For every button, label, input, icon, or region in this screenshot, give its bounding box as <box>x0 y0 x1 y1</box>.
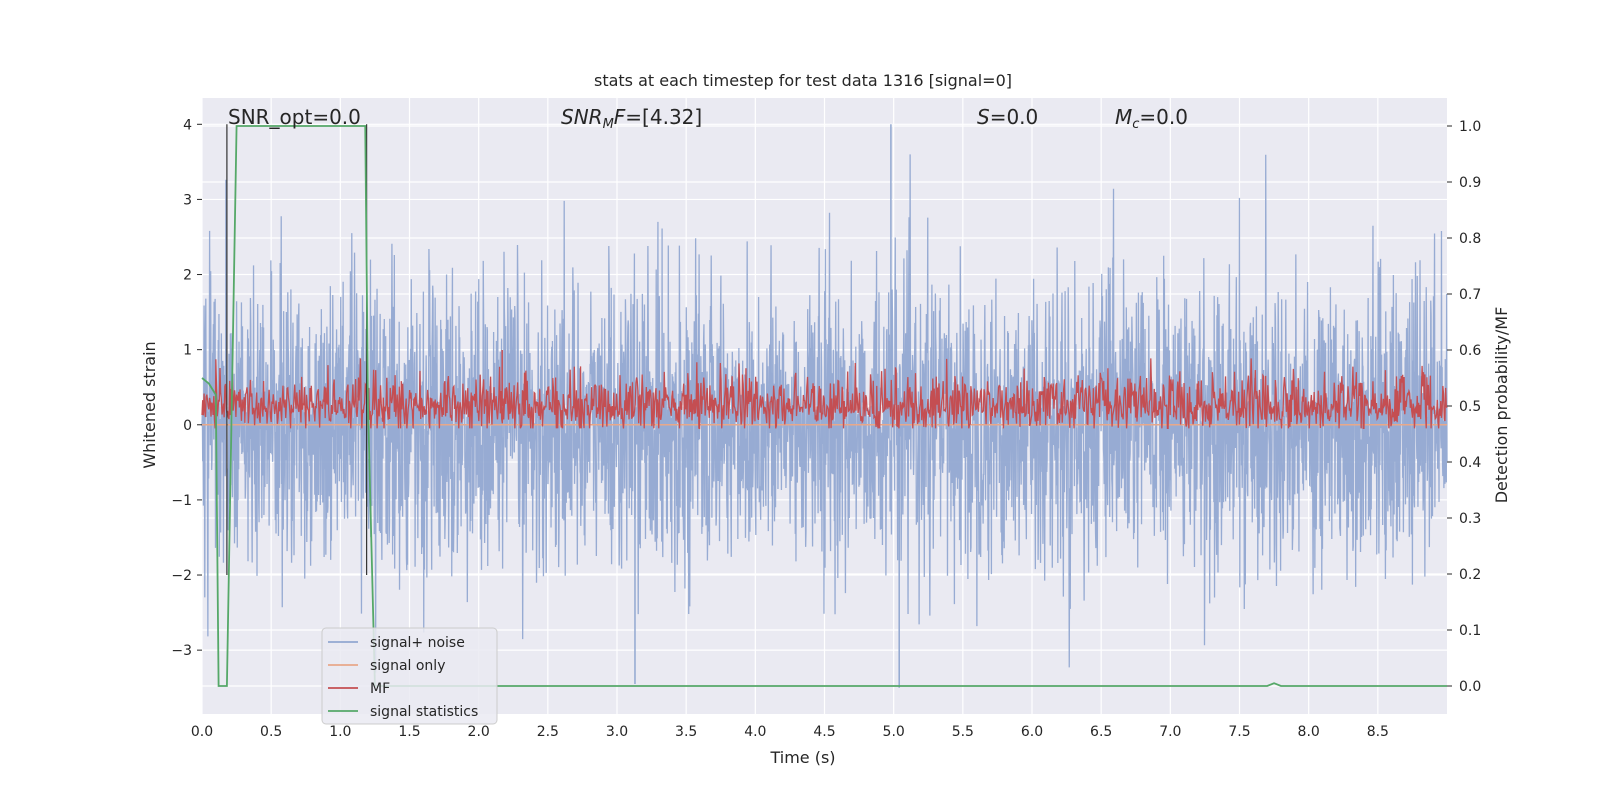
y-axis-right: 0.0 0.1 0.2 0.3 0.4 0.5 0.6 0.7 0.8 0.9 1.0 <box>1447 119 1481 695</box>
x-tick-label: 8.0 <box>1298 724 1320 740</box>
series-mf <box>201 358 1448 430</box>
series-signal-statistics <box>201 125 1447 687</box>
series-layer <box>201 124 1448 688</box>
x-axis: 0.0 0.5 1.0 1.5 2.0 2.5 3.0 3.5 4.0 4.5 5.0 5.5 6.0 6… <box>191 724 1389 740</box>
y-left-tick-label: −3 <box>171 643 192 659</box>
x-tick-label: 3.0 <box>606 724 628 740</box>
legend-label: MF <box>370 681 390 697</box>
x-tick-label: 2.5 <box>537 724 559 740</box>
x-tick-label: 1.0 <box>329 724 351 740</box>
x-tick-label: 2.0 <box>468 724 490 740</box>
y-right-tick-label: 0.2 <box>1459 567 1481 583</box>
x-tick-label: 4.0 <box>744 724 766 740</box>
y-right-tick-label: 0.1 <box>1459 623 1481 639</box>
y-right-tick-label: 1.0 <box>1459 119 1481 135</box>
series-signal-noise <box>201 154 1448 673</box>
x-tick-label: 0.5 <box>260 724 282 740</box>
y-left-tick-label: 2 <box>183 268 192 284</box>
legend-label: signal+ noise <box>370 635 465 651</box>
y-right-tick-label: 0.0 <box>1459 679 1481 695</box>
x-tick-label: 5.5 <box>952 724 974 740</box>
y-right-tick-label: 0.4 <box>1459 455 1481 471</box>
x-tick-label: 5.0 <box>883 724 905 740</box>
y-right-tick-label: 0.5 <box>1459 399 1481 415</box>
x-tick-label: 6.0 <box>1021 724 1043 740</box>
legend: signal+ noise signal only MF signal statist… <box>321 627 498 725</box>
x-tick-label: 8.5 <box>1367 724 1389 740</box>
y-left-tick-label: 3 <box>183 192 192 208</box>
legend-label: signal only <box>370 658 445 674</box>
y-right-tick-label: 0.9 <box>1459 175 1481 191</box>
annotation-chirp-mass: Mc=0.0 <box>1115 105 1188 132</box>
annotation-snr-opt: SNR_opt=0.0 <box>228 105 361 129</box>
chart-title: stats at each timestep for test data 131… <box>594 71 1012 90</box>
annotations: SNR_opt=0.0 SNRMF=[4.32] S=0.0 Mc=0.0 <box>228 105 1188 132</box>
x-tick-label: 1.5 <box>398 724 420 740</box>
y-axis-right-label: Detection probability/MF <box>1492 307 1511 504</box>
annotation-spin: S=0.0 <box>977 105 1038 129</box>
y-right-tick-label: 0.7 <box>1459 287 1481 303</box>
y-axis-left-label: Whitened strain <box>140 341 159 468</box>
x-tick-label: 0.0 <box>191 724 213 740</box>
y-left-tick-label: −1 <box>171 493 192 509</box>
y-left-tick-label: 1 <box>183 343 192 359</box>
y-axis-left: −3 −2 −1 0 1 2 3 4 <box>171 117 202 659</box>
y-right-tick-label: 0.6 <box>1459 343 1481 359</box>
legend-box <box>321 627 498 725</box>
y-right-tick-label: 0.8 <box>1459 231 1481 247</box>
y-right-tick-label: 0.3 <box>1459 511 1481 527</box>
y-left-tick-label: 4 <box>183 117 192 133</box>
annotation-snr-mf: SNRMF=[4.32] <box>561 105 702 132</box>
legend-label: signal statistics <box>370 704 478 720</box>
x-tick-label: 4.5 <box>813 724 835 740</box>
x-tick-label: 7.0 <box>1159 724 1181 740</box>
x-tick-label: 6.5 <box>1090 724 1112 740</box>
x-axis-label: Time (s) <box>769 748 835 767</box>
y-left-tick-label: 0 <box>183 418 192 434</box>
x-tick-label: 7.5 <box>1228 724 1250 740</box>
x-tick-label: 3.5 <box>675 724 697 740</box>
y-left-tick-label: −2 <box>171 568 192 584</box>
